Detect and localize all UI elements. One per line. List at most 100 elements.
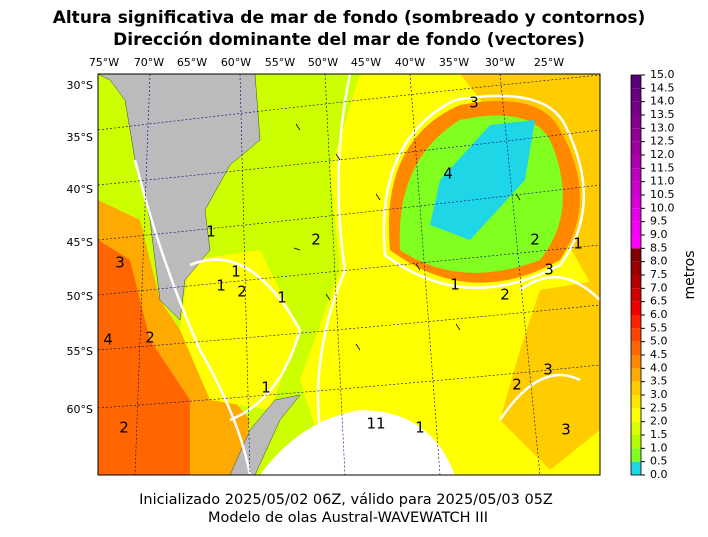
land [229, 394, 301, 475]
lon-label: 40°W [395, 56, 425, 69]
colorbar-tick-label: 11.0 [650, 175, 675, 188]
colorbar-band [631, 195, 641, 209]
sea-region [430, 120, 535, 240]
graticule [98, 74, 600, 475]
contour-label: 3 [115, 254, 125, 272]
colorbar-tick-label: 1.0 [650, 441, 668, 454]
map-frame [97, 73, 601, 476]
lon-label: 30°W [485, 56, 515, 69]
contour-label: 2 [512, 376, 522, 394]
colorbar-tick-label: 9.5 [650, 215, 668, 228]
contour-label: 2 [530, 231, 540, 249]
colorbar-tick-label: 0.5 [650, 455, 668, 468]
colorbar-band [631, 88, 641, 102]
footer-line: Inicializado 2025/05/02 06Z, válido para… [139, 492, 553, 508]
colorbar-tick-label: 2.0 [650, 415, 668, 428]
colorbar [630, 74, 642, 476]
sea-region [98, 240, 190, 475]
colorbar-tick-label: 0.0 [650, 468, 668, 481]
contour-label: 2 [119, 419, 129, 437]
colorbar-band [631, 181, 641, 195]
colorbar-band [631, 355, 641, 369]
contour-label: 1 [261, 379, 271, 397]
title: Altura significativa de mar de fondo (so… [53, 8, 646, 28]
colorbar-tick-label: 3.5 [650, 375, 668, 388]
colorbar-band [631, 368, 641, 382]
colorbar-tick-label: 6.5 [650, 295, 668, 308]
colorbar-band [631, 248, 641, 262]
contour-label: 3 [469, 94, 479, 112]
colorbar-band [631, 275, 641, 289]
lon-label: 55°W [265, 56, 295, 69]
colorbar-tick-label: 7.5 [650, 268, 668, 281]
lon-label: 70°W [134, 56, 164, 69]
contour-label: 4 [103, 331, 113, 349]
lat-label: 55°S [67, 345, 93, 358]
contour-label: 1 [573, 235, 583, 253]
colorbar-tick-label: 14.5 [650, 81, 675, 94]
colorbar-band [631, 395, 641, 409]
colorbar-tick-label: 4.0 [650, 361, 668, 374]
colorbar-band [631, 301, 641, 315]
contour-label: 1 [231, 263, 241, 281]
colorbar-tick-label: 1.5 [650, 428, 668, 441]
contour-label: 3 [561, 421, 571, 439]
contour-label: 2 [500, 286, 510, 304]
colorbar-band [631, 101, 641, 115]
sea-region [460, 74, 600, 300]
lon-label: 65°W [177, 56, 207, 69]
land [98, 74, 261, 321]
colorbar-tick-label: 10.0 [650, 201, 675, 214]
colorbar-band [631, 328, 641, 342]
colorbar-tick-label: 5.0 [650, 335, 668, 348]
colorbar-band [631, 141, 641, 155]
contour-label: 4 [443, 165, 453, 183]
contours [133, 74, 600, 475]
colorbar-band [631, 421, 641, 435]
lat-label: 60°S [67, 403, 93, 416]
colorbar-tick-label: 7.0 [650, 281, 668, 294]
lat-label: 30°S [67, 79, 93, 92]
contour-label: 2 [237, 283, 247, 301]
lon-label: 45°W [351, 56, 381, 69]
colorbar-tick-label: 8.5 [650, 241, 668, 254]
lat-label: 35°S [67, 131, 93, 144]
colorbar-band [631, 315, 641, 329]
lat-label: 45°S [67, 236, 93, 249]
colorbar-band [631, 155, 641, 169]
colorbar-band [631, 448, 641, 462]
contour-label: 11 [366, 415, 385, 433]
colorbar-tick-label: 15.0 [650, 68, 675, 81]
colorbar-band [631, 381, 641, 395]
colorbar-band [631, 288, 641, 302]
lon-label: 75°W [89, 56, 119, 69]
colorbar-tick-label: 13.5 [650, 108, 675, 121]
colorbar-band [631, 221, 641, 235]
lon-label: 50°W [308, 56, 338, 69]
ice [260, 410, 455, 475]
contour-label: 1 [415, 419, 425, 437]
colorbar-band [631, 168, 641, 182]
footer-line: Modelo de olas Austral-WAVEWATCH III [208, 510, 488, 526]
lat-label: 40°S [67, 183, 93, 196]
lon-label: 35°W [439, 56, 469, 69]
colorbar-band [631, 75, 641, 89]
contour-label: 1 [450, 276, 460, 294]
colorbar-band [631, 235, 641, 249]
colorbar-band [631, 341, 641, 355]
colorbar-tick-label: 3.0 [650, 388, 668, 401]
colorbar-tick-label: 12.0 [650, 148, 675, 161]
colorbar-tick-label: 8.0 [650, 255, 668, 268]
colorbar-tick-label: 11.5 [650, 161, 675, 174]
colorbar-tick-label: 13.0 [650, 121, 675, 134]
contour-label: 2 [145, 329, 155, 347]
lon-label: 25°W [534, 56, 564, 69]
colorbar-band [631, 408, 641, 422]
contour-label: 2 [311, 231, 321, 249]
colorbar-tick-label: 9.0 [650, 228, 668, 241]
lon-label: 60°W [221, 56, 251, 69]
colorbar-tick-label: 10.5 [650, 188, 675, 201]
vectors [293, 123, 521, 351]
colorbar-band [631, 208, 641, 222]
